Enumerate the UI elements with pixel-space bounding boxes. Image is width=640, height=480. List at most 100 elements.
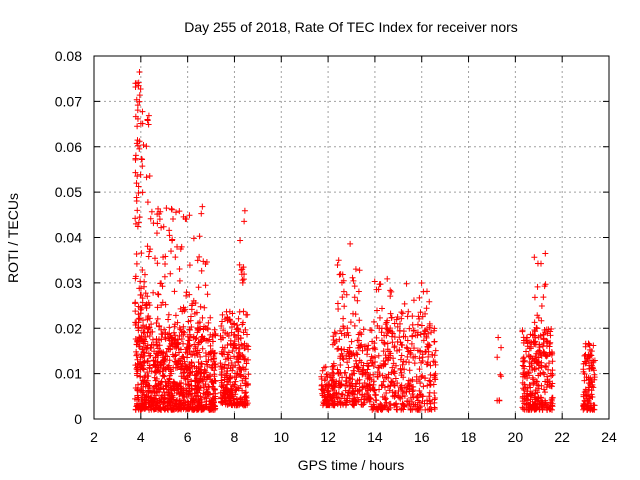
data-point-0-803 (157, 380, 164, 387)
data-point-4-245 (237, 382, 244, 389)
data-point-1-52 (136, 92, 143, 99)
data-point-0-795 (145, 404, 152, 411)
data-point-8-2 (340, 288, 347, 295)
data-point-4-104 (232, 387, 239, 394)
data-point-12-198 (527, 396, 534, 403)
data-point-10-19 (394, 314, 401, 321)
data-point-12-164 (532, 353, 539, 360)
data-point-7-87 (359, 391, 366, 398)
data-point-0-883 (178, 404, 185, 411)
data-point-4-269 (239, 398, 246, 405)
data-point-14-90 (582, 388, 589, 395)
data-point-7-180 (351, 396, 358, 403)
data-point-9-137 (373, 334, 380, 341)
data-point-7-49 (359, 366, 366, 373)
data-point-12-251 (535, 382, 542, 389)
data-point-12-197 (524, 368, 531, 375)
data-point-0-573 (163, 348, 170, 355)
data-point-7-156 (348, 371, 355, 378)
data-point-9-157 (368, 376, 375, 383)
data-point-12-177 (526, 382, 533, 388)
data-point-9-285 (419, 354, 426, 361)
data-point-0-828 (203, 376, 210, 383)
data-point-0-581 (199, 345, 206, 352)
data-point-3-29 (198, 210, 205, 217)
data-point-9-96 (432, 347, 439, 354)
data-point-2-23 (144, 117, 151, 124)
data-point-13-3 (531, 254, 538, 261)
data-point-6-38 (324, 371, 331, 378)
data-point-10-33 (388, 314, 395, 321)
data-point-0-880 (162, 392, 169, 399)
data-point-12-249 (545, 360, 552, 367)
data-point-7-14 (361, 380, 368, 387)
data-point-7-109 (354, 351, 361, 358)
data-point-9-85 (413, 394, 420, 401)
data-point-0-842 (154, 351, 161, 358)
data-point-8-11 (356, 267, 363, 274)
data-point-0-884 (158, 336, 165, 343)
data-point-10-5 (382, 321, 389, 328)
data-point-9-89 (383, 399, 390, 406)
data-point-9-131 (370, 371, 377, 378)
data-point-1-55 (135, 82, 142, 89)
data-point-9-293 (412, 353, 419, 360)
data-point-3-97 (166, 232, 173, 239)
data-point-9-204 (409, 332, 416, 339)
data-point-10-37 (401, 300, 408, 307)
data-point-14-94 (586, 380, 593, 387)
data-point-7-42 (330, 360, 337, 367)
data-point-0-805 (158, 330, 165, 337)
data-point-9-238 (382, 395, 389, 402)
data-point-4-227 (218, 371, 225, 378)
data-point-0-872 (186, 342, 193, 349)
data-point-0-845 (192, 372, 199, 379)
data-point-9-0 (398, 352, 405, 359)
data-point-4-113 (222, 329, 229, 336)
data-point-3-27 (163, 205, 170, 212)
data-point-0-815 (147, 345, 154, 352)
data-point-7-130 (359, 383, 366, 390)
data-point-3-84 (150, 220, 157, 227)
data-point-0-289 (192, 343, 199, 350)
data-point-3-71 (195, 284, 202, 291)
data-point-0-515 (177, 366, 184, 373)
data-point-14-91 (581, 389, 588, 396)
data-point-8-4 (339, 294, 346, 301)
data-point-8-6 (340, 323, 347, 330)
data-point-0-280 (156, 342, 163, 349)
data-point-9-353 (404, 337, 411, 344)
data-point-5-7 (241, 218, 248, 225)
data-point-9-339 (380, 357, 387, 364)
data-point-4-256 (218, 350, 225, 357)
data-point-7-151 (344, 359, 351, 366)
data-point-2-20 (139, 189, 146, 196)
data-point-4-156 (244, 331, 251, 338)
data-point-0-867 (188, 382, 195, 389)
data-point-4-110 (221, 364, 228, 371)
data-point-0-648 (141, 349, 148, 356)
data-point-0-481 (164, 353, 171, 360)
data-point-14-47 (580, 393, 587, 400)
data-point-0-868 (148, 399, 155, 406)
data-point-4-94 (231, 381, 238, 388)
data-point-1-38 (134, 137, 141, 144)
data-point-4-150 (219, 344, 226, 351)
data-point-0-660 (133, 348, 140, 355)
data-point-0-760 (195, 385, 202, 392)
data-point-1-35 (132, 215, 139, 222)
data-point-3-74 (202, 282, 209, 289)
data-point-4-274 (241, 366, 248, 373)
data-point-0-604 (186, 361, 193, 368)
data-point-1-49 (132, 155, 139, 162)
data-point-7-166 (336, 378, 343, 385)
data-point-8-8 (340, 315, 347, 322)
data-point-3-91 (169, 206, 176, 213)
data-point-13-12 (533, 324, 540, 331)
data-point-0-894 (151, 389, 158, 396)
y-tick-label-7: 0.07 (55, 93, 82, 109)
data-point-12-48 (549, 358, 556, 365)
data-point-9-310 (382, 352, 389, 359)
data-point-7-226 (351, 391, 358, 398)
data-point-4-194 (243, 360, 250, 367)
